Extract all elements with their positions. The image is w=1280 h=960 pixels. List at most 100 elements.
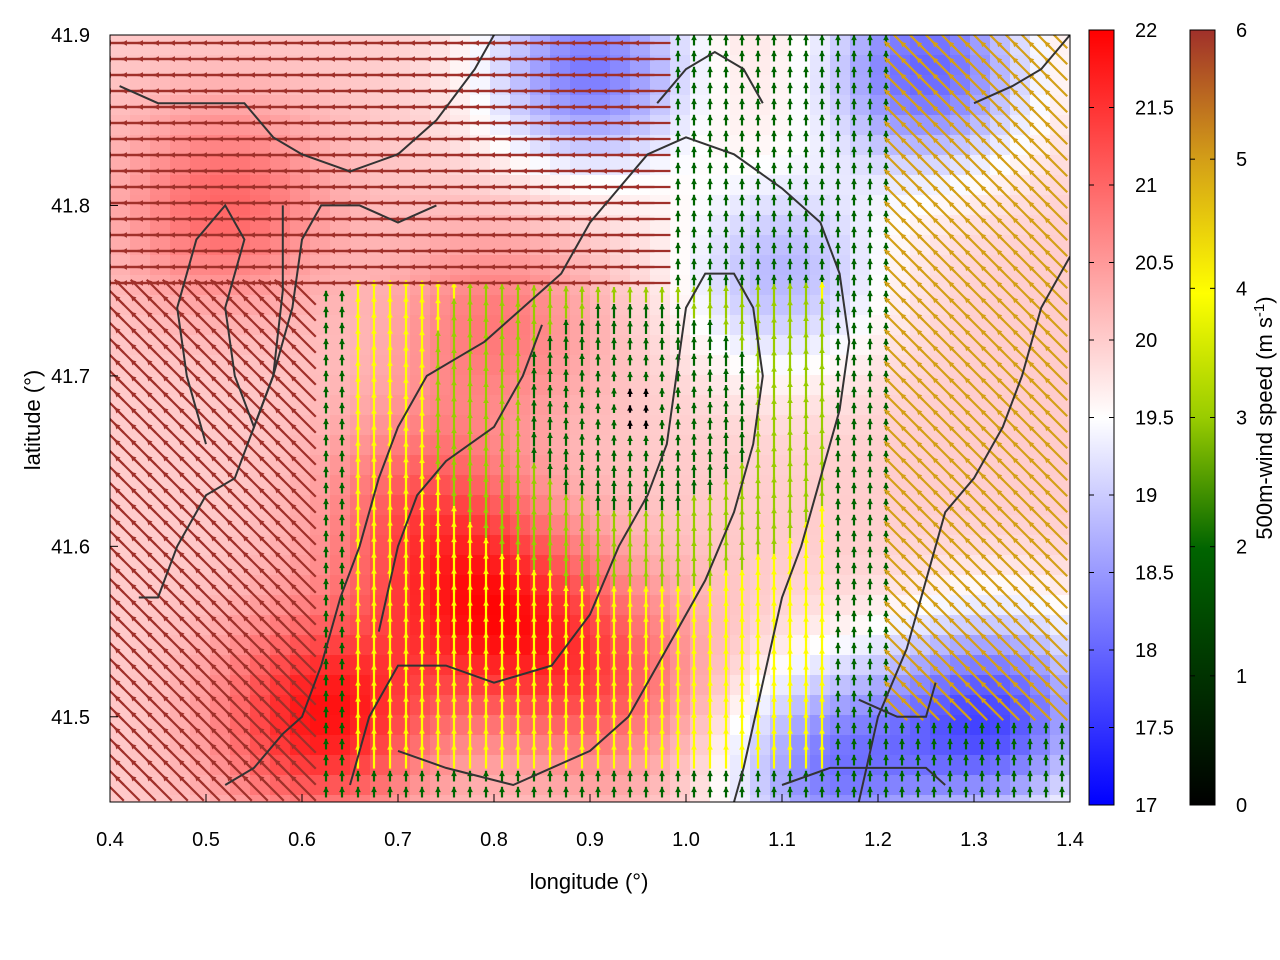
temperature-cell xyxy=(510,495,531,516)
temperature-cell xyxy=(970,435,991,456)
temperature-cell xyxy=(910,315,931,336)
temperature-cell xyxy=(1050,515,1070,536)
wind-vector-head xyxy=(162,695,169,702)
temperature-cell xyxy=(670,235,691,256)
wind-vector-head xyxy=(162,647,169,654)
temperature-cell xyxy=(310,115,331,136)
temperature-cell xyxy=(190,255,211,276)
temperature-cell xyxy=(870,215,891,236)
wind-vector-head xyxy=(114,407,121,414)
temperature-cell xyxy=(950,495,971,516)
temperature-cell xyxy=(770,195,791,216)
wind-vector-head xyxy=(210,311,217,318)
wind-vector-head xyxy=(210,519,217,526)
temperature-cell xyxy=(350,455,371,476)
temperature-cell xyxy=(550,55,571,76)
temperature-cell xyxy=(670,515,691,536)
temperature-cell xyxy=(470,535,491,556)
temperature-cell xyxy=(290,575,311,596)
temperature-cell xyxy=(330,295,351,316)
temperature-cell xyxy=(1010,315,1031,336)
temperature-cell xyxy=(970,35,991,56)
temperature-cell xyxy=(1050,375,1070,396)
temperature-cell xyxy=(670,55,691,76)
wind-vector-head xyxy=(194,615,201,622)
wind-vector-head xyxy=(153,248,159,254)
temperature-cell xyxy=(410,575,431,596)
wind-vector-head xyxy=(130,279,137,286)
wind-vector-head xyxy=(194,391,201,398)
temperature-cell xyxy=(810,735,831,756)
wind-vector-head xyxy=(146,583,153,590)
temperature-cell xyxy=(1010,155,1031,176)
temperature-cell xyxy=(350,775,371,796)
temperature-cell xyxy=(770,455,791,476)
temperature-cell xyxy=(350,395,371,416)
wind-vector-head xyxy=(146,391,153,398)
wind-vector-head xyxy=(114,279,121,286)
temperature-cell xyxy=(330,455,351,476)
temperature-cell xyxy=(370,755,391,776)
temperature-cell xyxy=(290,355,311,376)
wind-vector-head xyxy=(114,663,121,670)
temperature-cell xyxy=(470,475,491,496)
temperature-cell xyxy=(410,475,431,496)
wind-vector-head xyxy=(242,711,249,718)
temperature-cell xyxy=(310,375,331,396)
temperature-cell xyxy=(730,715,751,736)
temperature-cell xyxy=(570,735,591,756)
temperature-cell xyxy=(990,635,1011,656)
temperature-cell xyxy=(750,35,771,56)
temperature-cell xyxy=(410,35,431,56)
temperature-cell xyxy=(690,315,711,336)
wind-vector-head xyxy=(210,679,217,686)
temperature-cell xyxy=(530,35,551,56)
temperature-cell xyxy=(230,155,251,176)
wind-vector-head xyxy=(210,759,217,766)
wind-vector-head xyxy=(217,232,223,238)
temperature-cell xyxy=(350,655,371,676)
temperature-cell xyxy=(270,695,291,716)
wind-vector-head xyxy=(146,423,153,430)
wind-vector-head xyxy=(258,519,265,526)
temperature-cell xyxy=(170,95,191,116)
temperature-cell xyxy=(750,415,771,436)
wind-vector-head xyxy=(210,503,217,510)
temperature-cell xyxy=(670,755,691,776)
temperature-cell xyxy=(150,755,171,776)
temperature-cell xyxy=(950,135,971,156)
wind-vector-head xyxy=(178,391,185,398)
temperature-cell xyxy=(690,295,711,316)
temperature-cell xyxy=(110,415,131,436)
wind-vector-head xyxy=(249,248,255,254)
temperature-cell xyxy=(550,195,571,216)
temperature-cell xyxy=(810,55,831,76)
temperature-cell xyxy=(610,355,631,376)
wind-vector-head xyxy=(242,455,249,462)
wind-vector-head xyxy=(194,743,201,750)
wind-vector-head xyxy=(146,631,153,638)
temperature-cell xyxy=(510,75,531,96)
temperature-cell xyxy=(830,615,851,636)
temperature-cell xyxy=(510,635,531,656)
temperature-cell xyxy=(750,535,771,556)
wind-vector-head xyxy=(99,488,105,494)
temperature-cell xyxy=(330,595,351,616)
temperature-cell xyxy=(710,155,731,176)
temperature-cell xyxy=(850,655,871,676)
wind-vector-head xyxy=(130,711,137,718)
temperature-cell xyxy=(510,475,531,496)
temperature-cell xyxy=(930,635,951,656)
wind-vector-head xyxy=(201,264,207,270)
temperature-cell xyxy=(950,415,971,436)
wind-vector-head xyxy=(258,663,265,670)
temperature-cell xyxy=(450,795,471,802)
temperature-cell xyxy=(550,75,571,96)
temperature-cell xyxy=(110,115,131,136)
temperature-cell xyxy=(510,95,531,116)
temperature-cell xyxy=(930,415,951,436)
wind-vector-head xyxy=(178,503,185,510)
temperature-cell xyxy=(890,735,911,756)
temperature-cell xyxy=(630,555,651,576)
temperature-cell xyxy=(1030,95,1051,116)
